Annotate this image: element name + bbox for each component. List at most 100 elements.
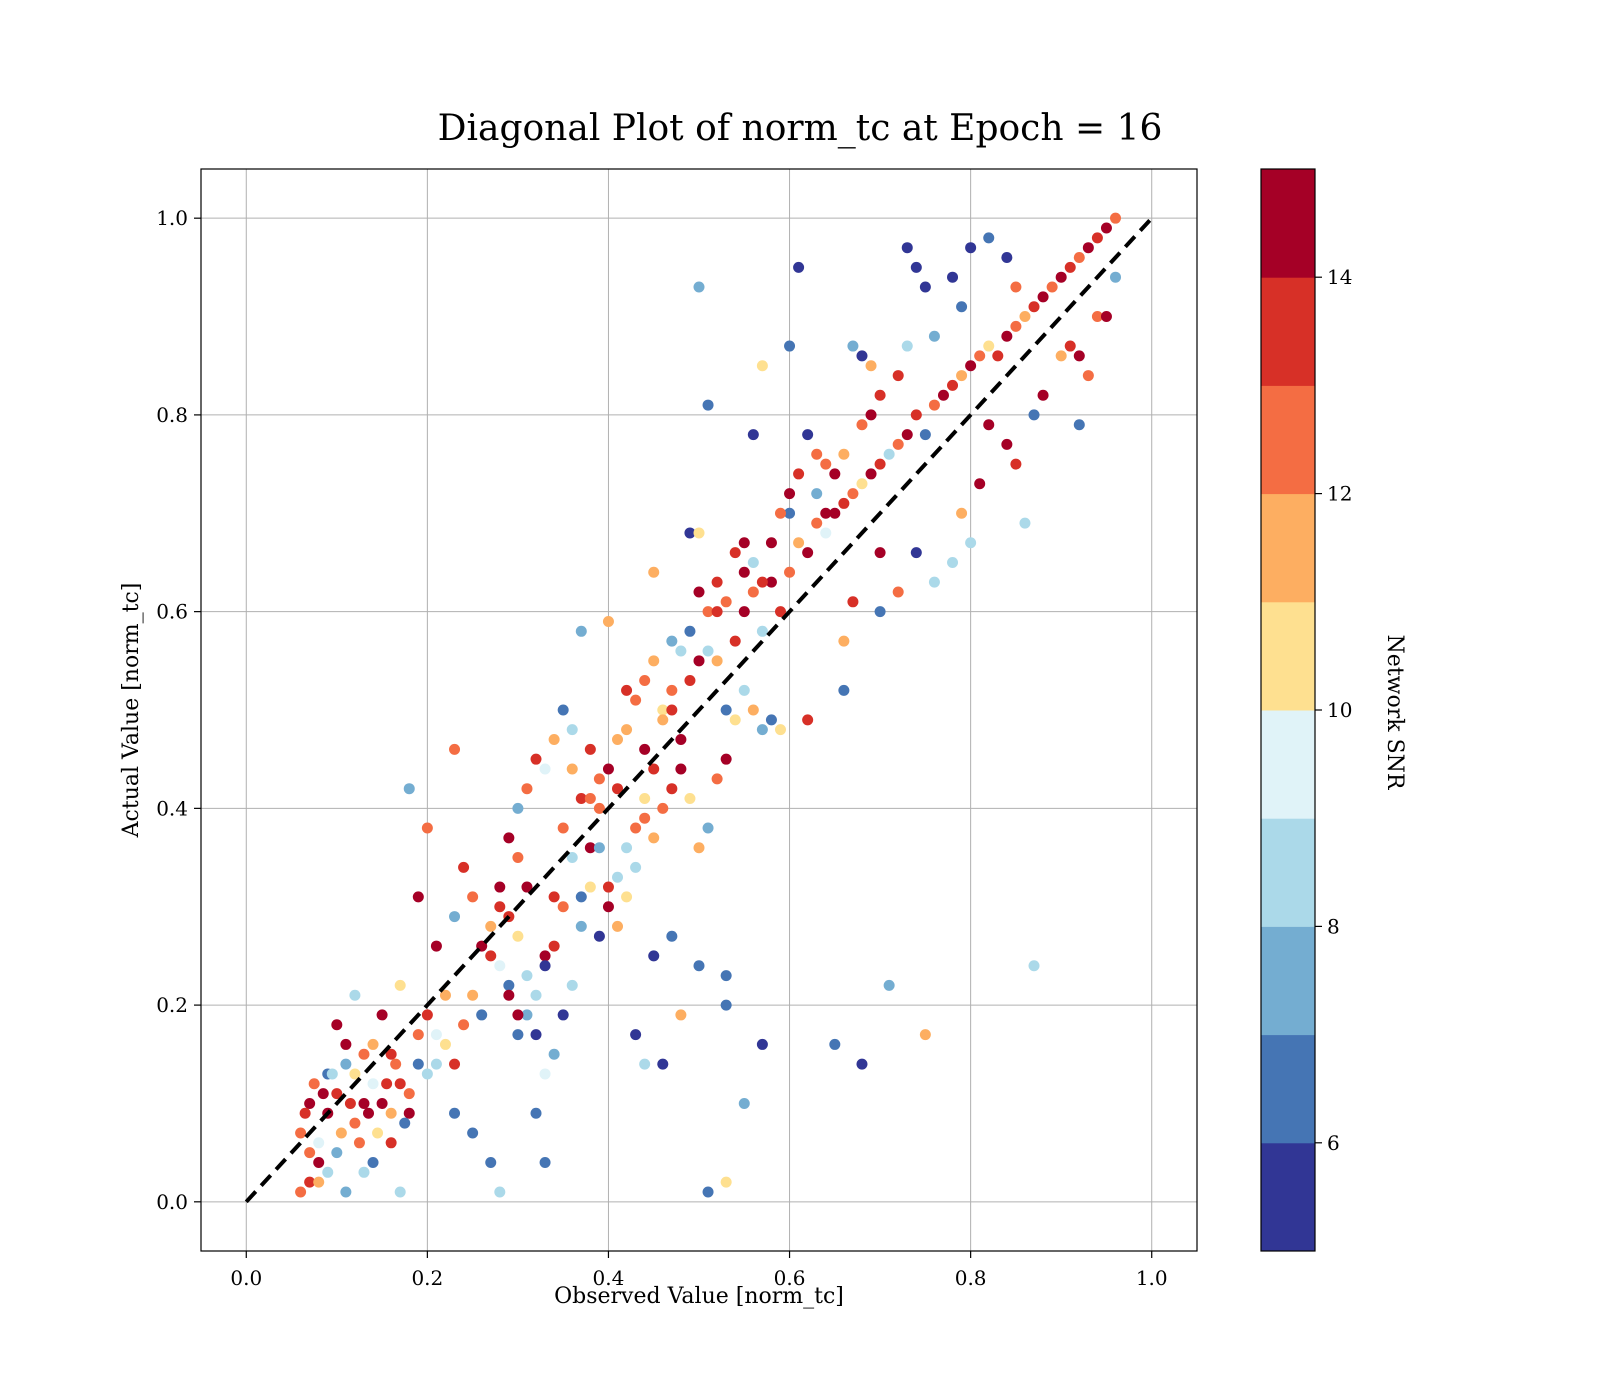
data-point xyxy=(811,517,823,529)
data-point xyxy=(390,1058,402,1070)
data-point xyxy=(308,1078,320,1090)
data-point xyxy=(666,704,678,716)
data-point xyxy=(485,950,497,962)
data-point xyxy=(657,802,669,814)
x-tick-label: 0.6 xyxy=(774,1266,806,1290)
data-point xyxy=(684,793,696,805)
data-point xyxy=(548,734,560,746)
data-point xyxy=(313,1137,325,1149)
data-point xyxy=(756,625,768,637)
data-point xyxy=(657,1058,669,1070)
data-point xyxy=(394,1186,406,1198)
colorbar-segment xyxy=(1261,277,1315,386)
data-point xyxy=(892,370,904,382)
data-point xyxy=(430,940,442,952)
data-point xyxy=(331,1088,343,1100)
colorbar-segment xyxy=(1261,710,1315,819)
data-point xyxy=(811,488,823,500)
data-point xyxy=(829,468,841,480)
data-point xyxy=(928,330,940,342)
data-point xyxy=(512,930,524,942)
x-tick-label: 1.0 xyxy=(1136,1266,1168,1290)
data-point xyxy=(874,458,886,470)
data-point xyxy=(702,645,714,657)
data-point xyxy=(747,556,759,568)
data-point xyxy=(385,1137,397,1149)
data-point xyxy=(829,507,841,519)
data-point xyxy=(865,360,877,372)
data-point xyxy=(928,576,940,588)
data-point xyxy=(421,1068,433,1080)
data-point xyxy=(729,635,741,647)
data-point xyxy=(784,507,796,519)
data-point xyxy=(340,1038,352,1050)
data-point xyxy=(838,497,850,509)
data-point xyxy=(738,537,750,549)
data-point xyxy=(326,1068,338,1080)
axis-ticks: 0.0 0.2 0.4 0.6 0.8 1.0 0.0 0.2 0.4 0.6 0.8 1.0 xyxy=(156,206,1167,1290)
data-point xyxy=(575,891,587,903)
data-point xyxy=(1110,212,1122,224)
data-point xyxy=(910,261,922,273)
data-point xyxy=(367,1038,379,1050)
data-point xyxy=(449,1058,461,1070)
data-point xyxy=(820,507,832,519)
data-point xyxy=(299,1107,311,1119)
data-point xyxy=(865,409,877,421)
data-point xyxy=(648,832,660,844)
data-point xyxy=(729,714,741,726)
colorbar-segment xyxy=(1261,926,1315,1036)
data-point xyxy=(548,940,560,952)
y-tick-label: 1.0 xyxy=(156,206,188,230)
data-point xyxy=(702,822,714,834)
data-point xyxy=(612,734,624,746)
data-point xyxy=(802,714,814,726)
data-point xyxy=(693,960,705,972)
data-point xyxy=(847,488,859,500)
data-point xyxy=(965,360,977,372)
data-point xyxy=(675,763,687,775)
data-point xyxy=(494,1186,506,1198)
data-point xyxy=(702,606,714,618)
data-point xyxy=(304,1176,316,1188)
data-point xyxy=(774,724,786,736)
colorbar-tick-label: 14 xyxy=(1327,265,1352,289)
colorbar-tick-label: 6 xyxy=(1327,1131,1340,1155)
data-point xyxy=(720,1176,732,1188)
data-point xyxy=(928,399,940,411)
data-point xyxy=(630,1029,642,1041)
data-point xyxy=(756,724,768,736)
data-point xyxy=(648,566,660,578)
data-point xyxy=(358,1097,370,1109)
data-point xyxy=(340,1058,352,1070)
data-point xyxy=(476,1009,488,1021)
data-point xyxy=(353,1137,365,1149)
data-point xyxy=(566,852,578,864)
x-tick-label: 0.8 xyxy=(955,1266,987,1290)
data-point xyxy=(693,527,705,539)
data-point xyxy=(774,606,786,618)
data-point xyxy=(874,606,886,618)
data-point xyxy=(584,842,596,854)
data-point xyxy=(765,576,777,588)
data-point xyxy=(720,753,732,765)
data-point xyxy=(974,478,986,490)
data-point xyxy=(992,350,1004,362)
data-point xyxy=(666,930,678,942)
data-point xyxy=(711,606,723,618)
data-point xyxy=(557,901,569,913)
data-point xyxy=(602,901,614,913)
data-point xyxy=(1064,340,1076,352)
data-point xyxy=(295,1127,307,1139)
data-point xyxy=(593,773,605,785)
data-point xyxy=(630,822,642,834)
data-point xyxy=(648,763,660,775)
data-point xyxy=(738,566,750,578)
y-tick-label: 0.8 xyxy=(156,403,188,427)
data-point xyxy=(376,1097,388,1109)
data-point xyxy=(358,1048,370,1060)
colorbar-tick-label: 8 xyxy=(1327,914,1340,938)
grid-lines xyxy=(201,169,1197,1251)
data-point xyxy=(449,743,461,755)
data-point xyxy=(458,861,470,873)
